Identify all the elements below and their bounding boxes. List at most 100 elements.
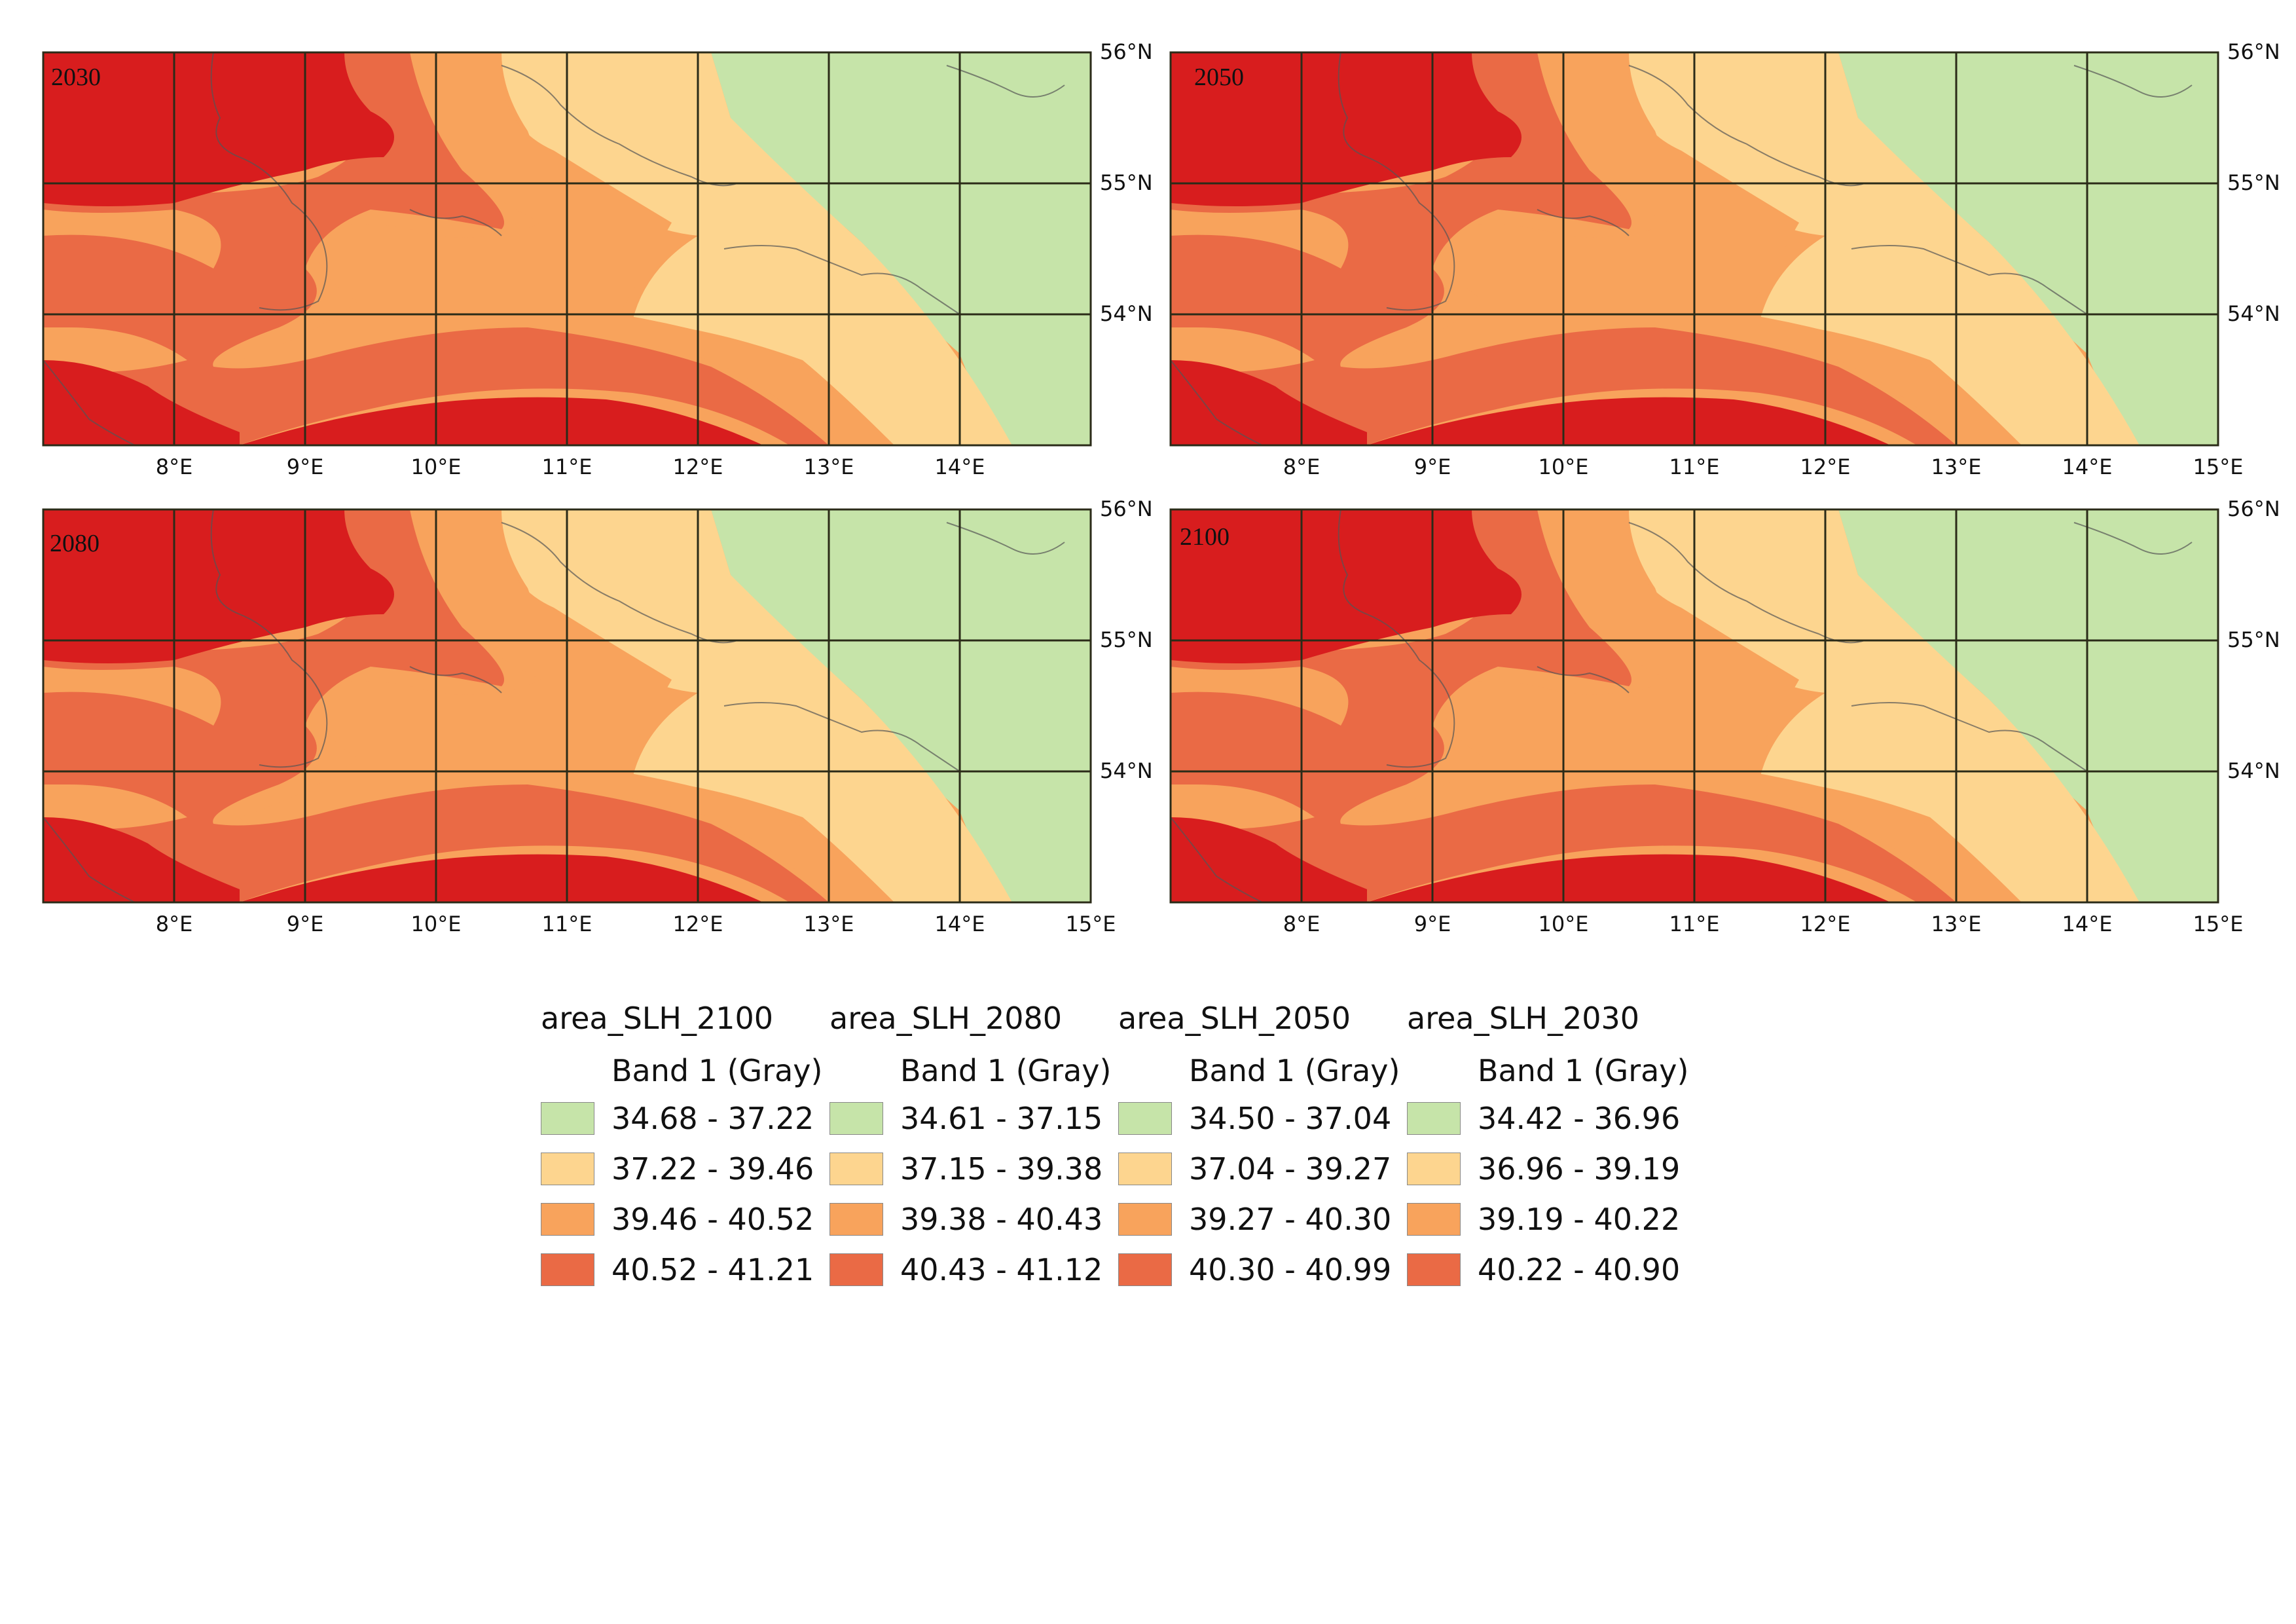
legend-swatch xyxy=(541,1253,594,1286)
latitude-label: 55°N xyxy=(1100,170,1153,195)
coast-line xyxy=(409,209,502,236)
legend-item: 39.46 - 40.52 xyxy=(541,1194,829,1244)
legend-item: 40.43 - 41.12 xyxy=(829,1244,1118,1295)
longitude-label: 9°E xyxy=(1414,454,1451,479)
legend-item: 34.50 - 37.04 xyxy=(1118,1093,1407,1143)
zone-class2 xyxy=(1629,52,2140,445)
legend-swatch xyxy=(1118,1152,1172,1185)
legend-swatch xyxy=(1118,1253,1172,1286)
legend-swatch xyxy=(1407,1253,1461,1286)
longitude-label: 13°E xyxy=(1931,454,1982,479)
legend-range: 34.61 - 37.15 xyxy=(900,1100,1103,1136)
legend-range: 40.52 - 41.21 xyxy=(611,1251,814,1287)
map-year-label: 2100 xyxy=(1180,523,1230,551)
legend-swatch xyxy=(1407,1202,1461,1236)
coast-line xyxy=(1537,666,1630,693)
longitude-label: 14°E xyxy=(935,912,985,936)
coastline xyxy=(1171,509,2193,902)
legend-item: 37.15 - 39.38 xyxy=(829,1143,1118,1194)
legend-title: area_SLH_2050 xyxy=(1118,1001,1351,1036)
zone-class4 xyxy=(1171,52,1956,445)
coast-line xyxy=(409,666,502,693)
longitude-label: 12°E xyxy=(673,454,723,479)
longitude-label: 11°E xyxy=(1669,454,1720,479)
map-year-label: 2050 xyxy=(1194,64,1244,91)
latitude-label: 55°N xyxy=(1100,627,1153,652)
longitude-label: 8°E xyxy=(1283,454,1321,479)
zone-class5 xyxy=(1171,509,1891,902)
legend-swatch xyxy=(829,1202,883,1236)
longitude-label: 13°E xyxy=(804,912,854,936)
legend-band-label: Band 1 (Gray) xyxy=(1189,1053,1400,1088)
coast-line xyxy=(723,702,960,772)
zone-class5 xyxy=(43,52,763,445)
legend-item: 40.30 - 40.99 xyxy=(1118,1244,1407,1295)
longitude-label: 15°E xyxy=(2193,912,2244,936)
zone-class1 xyxy=(711,509,1091,902)
legend-band-label: Band 1 (Gray) xyxy=(611,1053,823,1088)
legend-range: 34.42 - 36.96 xyxy=(1478,1100,1681,1136)
graticule xyxy=(43,509,1091,902)
coast-line xyxy=(210,52,328,311)
legend-range: 39.19 - 40.22 xyxy=(1478,1201,1681,1237)
legend-item: 34.61 - 37.15 xyxy=(829,1093,1118,1143)
legend-item: 40.52 - 41.21 xyxy=(541,1244,829,1295)
legend-item: 37.04 - 39.27 xyxy=(1118,1143,1407,1194)
longitude-label: 13°E xyxy=(1931,912,1982,936)
longitude-label: 8°E xyxy=(156,912,193,936)
zone-class4 xyxy=(1171,509,1956,902)
map-2100: 8°E 9°E 10°E 11°E 12°E 13°E 14°E 15°E 56°N 55°N 54… xyxy=(1169,496,2280,936)
latitude-label: 55°N xyxy=(2227,170,2280,195)
legend-band-label: Band 1 (Gray) xyxy=(1478,1053,1689,1088)
latitude-label: 56°N xyxy=(2227,39,2280,64)
longitude-label: 14°E xyxy=(935,454,985,479)
longitude-label: 10°E xyxy=(1539,454,1589,479)
legend-range: 37.22 - 39.46 xyxy=(611,1151,814,1187)
graticule xyxy=(1171,509,2218,902)
coast-line xyxy=(1537,209,1630,236)
coast-line xyxy=(1338,52,1455,311)
legend-range: 36.96 - 39.19 xyxy=(1478,1151,1681,1187)
coast-line xyxy=(946,65,1065,98)
latitude-label: 56°N xyxy=(1100,496,1153,521)
zone-class4 xyxy=(43,52,829,445)
zone-class2 xyxy=(501,509,1012,902)
legend-range: 40.43 - 41.12 xyxy=(900,1251,1103,1287)
legend-swatch xyxy=(829,1101,883,1135)
coast-line xyxy=(2073,522,2193,555)
latitude-label: 56°N xyxy=(2227,496,2280,521)
map-year-label: 2030 xyxy=(51,64,101,91)
zone-class1 xyxy=(1838,509,2218,902)
coast-line xyxy=(1851,702,2088,772)
coast-line xyxy=(723,245,960,315)
legend-item: 34.42 - 36.96 xyxy=(1407,1093,1696,1143)
coast-line xyxy=(1851,245,2088,315)
legend-item: 37.22 - 39.46 xyxy=(541,1143,829,1194)
legend-title: area_SLH_2080 xyxy=(829,1001,1063,1036)
legend: area_SLH_2100 Band 1 (Gray) 34.68 - 37.2… xyxy=(541,999,1696,1295)
zone-class1 xyxy=(711,52,1091,445)
latitude-label: 54°N xyxy=(2227,301,2280,326)
map-frame: 8°E 9°E 10°E 11°E 12°E 13°E 14°E 15°E 56°N 55°N 54… xyxy=(42,496,1153,936)
map-border xyxy=(1169,508,2219,904)
legend-item: 39.19 - 40.22 xyxy=(1407,1194,1696,1244)
legend-swatch xyxy=(1407,1152,1461,1185)
legend-title: area_SLH_2030 xyxy=(1407,1001,1640,1036)
legend-range: 37.15 - 39.38 xyxy=(900,1151,1103,1187)
zone-class5 xyxy=(43,509,763,902)
latitude-label: 54°N xyxy=(1100,301,1153,326)
longitude-label: 11°E xyxy=(542,454,592,479)
legend-range: 40.30 - 40.99 xyxy=(1189,1251,1392,1287)
map-2030: 8°E 9°E 10°E 11°E 12°E 13°E 14°E 56°N 55°N 54°N xyxy=(42,39,1153,479)
map-2050: 8°E 9°E 10°E 11°E 12°E 13°E 14°E 15°E 56°N 55°N 54… xyxy=(1169,39,2280,479)
coast-line xyxy=(2073,65,2193,98)
latitude-label: 54°N xyxy=(1100,758,1153,783)
coast-line xyxy=(501,65,738,187)
legend-swatch xyxy=(541,1101,594,1135)
longitude-label: 9°E xyxy=(1414,912,1451,936)
legend-swatch xyxy=(541,1202,594,1236)
legend-swatch xyxy=(1407,1101,1461,1135)
longitude-label: 14°E xyxy=(2062,912,2113,936)
legend-item: 39.27 - 40.30 xyxy=(1118,1194,1407,1244)
longitude-label: 10°E xyxy=(411,454,462,479)
